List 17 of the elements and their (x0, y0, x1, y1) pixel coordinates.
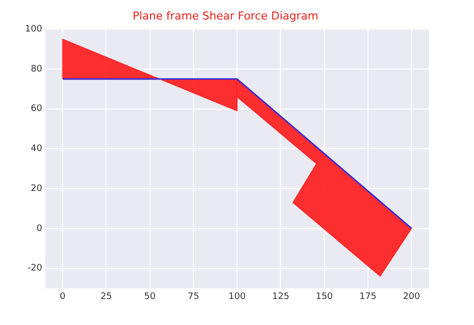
y-tick-label: 0 (36, 224, 42, 234)
y-tick-label: 100 (24, 24, 42, 35)
x-tick-label: 150 (316, 292, 334, 302)
chart-title: Plane frame Shear Force Diagram (132, 9, 318, 22)
y-tick-label: 20 (30, 184, 42, 194)
x-tick-label: 0 (60, 292, 66, 302)
x-tick-label: 75 (188, 292, 200, 302)
x-tick-label: 100 (228, 292, 246, 302)
x-tick-label: 25 (100, 292, 112, 302)
x-tick-label: 50 (144, 292, 156, 302)
x-tick-label: 175 (359, 292, 377, 302)
y-tick-label: 40 (30, 144, 42, 154)
y-tick-label: 60 (30, 104, 42, 114)
x-tick-label: 125 (272, 292, 290, 302)
y-tick-label: 80 (30, 64, 42, 74)
x-tick-label: 200 (402, 292, 420, 302)
y-tick-label: -20 (27, 264, 42, 274)
